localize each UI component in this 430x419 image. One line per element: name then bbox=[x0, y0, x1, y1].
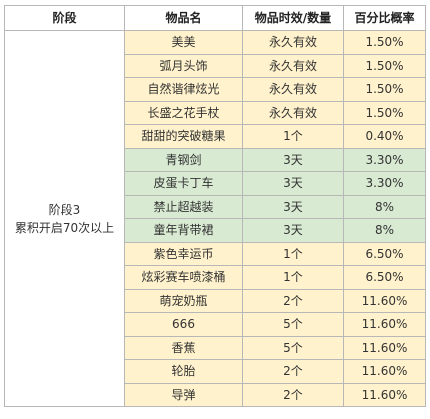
item-name-cell: 香蕉 bbox=[124, 335, 243, 360]
header-item-name: 物品名 bbox=[124, 5, 243, 31]
item-name-cell: 自然谐律炫光 bbox=[124, 77, 243, 102]
item-name-cell: 甜甜的突破糖果 bbox=[124, 124, 243, 149]
item-name-cell: 紫色幸运币 bbox=[124, 241, 243, 266]
item-name-cell: 666 bbox=[124, 312, 243, 337]
probability-cell: 6.50% bbox=[343, 265, 426, 290]
duration-cell: 2个 bbox=[242, 288, 344, 313]
probability-cell: 1.50% bbox=[343, 30, 426, 55]
probability-cell: 11.60% bbox=[343, 312, 426, 337]
table-row: 青钢剑 3天 3.30% bbox=[5, 147, 426, 172]
table-row: 皮蛋卡丁车 3天 3.30% bbox=[5, 171, 426, 196]
table-row: 炫彩赛车喷漆桶 1个 6.50% bbox=[5, 265, 426, 290]
header-probability: 百分比概率 bbox=[343, 5, 426, 31]
duration-cell: 3天 bbox=[242, 218, 344, 243]
header-stage: 阶段 bbox=[4, 5, 125, 31]
probability-cell: 1.50% bbox=[343, 53, 426, 78]
table-row: 轮胎 2个 11.60% bbox=[5, 359, 426, 384]
duration-cell: 3天 bbox=[242, 171, 344, 196]
item-name-cell: 美美 bbox=[124, 30, 243, 55]
duration-cell: 永久有效 bbox=[242, 53, 344, 78]
table-row: 童年背带裙 3天 8% bbox=[5, 218, 426, 243]
probability-cell: 1.50% bbox=[343, 100, 426, 125]
item-name-cell: 弧月头饰 bbox=[124, 53, 243, 78]
duration-cell: 3天 bbox=[242, 194, 344, 219]
duration-cell: 永久有效 bbox=[242, 100, 344, 125]
table-row: 长盛之花手杖 永久有效 1.50% bbox=[5, 100, 426, 125]
duration-cell: 永久有效 bbox=[242, 77, 344, 102]
duration-cell: 3天 bbox=[242, 147, 344, 172]
probability-cell: 3.30% bbox=[343, 147, 426, 172]
item-name-cell: 禁止超越装 bbox=[124, 194, 243, 219]
stage-condition: 累积开启70次以上 bbox=[14, 220, 115, 235]
item-name-cell: 轮胎 bbox=[124, 359, 243, 384]
item-name-cell: 童年背带裙 bbox=[124, 218, 243, 243]
table-row: 萌宠奶瓶 2个 11.60% bbox=[5, 288, 426, 313]
table-row: 禁止超越装 3天 8% bbox=[5, 194, 426, 219]
probability-cell: 11.60% bbox=[343, 382, 426, 407]
header-row: 阶段 物品名 物品时效/数量 百分比概率 bbox=[4, 5, 426, 31]
probability-cell: 3.30% bbox=[343, 171, 426, 196]
table-row: 阶段3 累积开启70次以上 美美 永久有效 1.50% bbox=[4, 30, 426, 407]
duration-cell: 1个 bbox=[242, 265, 344, 290]
table-row: 弧月头饰 永久有效 1.50% bbox=[5, 53, 426, 78]
duration-cell: 1个 bbox=[242, 124, 344, 149]
duration-cell: 2个 bbox=[242, 359, 344, 384]
probability-cell: 0.40% bbox=[343, 124, 426, 149]
probability-cell: 8% bbox=[343, 194, 426, 219]
probability-cell: 11.60% bbox=[343, 335, 426, 360]
header-duration-quantity: 物品时效/数量 bbox=[242, 5, 344, 31]
probability-cell: 11.60% bbox=[343, 288, 426, 313]
probability-cell: 11.60% bbox=[343, 359, 426, 384]
item-name-cell: 萌宠奶瓶 bbox=[124, 288, 243, 313]
duration-cell: 1个 bbox=[242, 241, 344, 266]
item-name-cell: 长盛之花手杖 bbox=[124, 100, 243, 125]
probability-table-container: 阶段 物品名 物品时效/数量 百分比概率 阶段3 累积开启70次以上 美美 永久有效 1… bbox=[4, 5, 426, 407]
stage-cell: 阶段3 累积开启70次以上 bbox=[4, 30, 125, 407]
item-name-cell: 青钢剑 bbox=[124, 147, 243, 172]
duration-cell: 5个 bbox=[242, 312, 344, 337]
item-name-cell: 导弹 bbox=[124, 382, 243, 407]
duration-cell: 5个 bbox=[242, 335, 344, 360]
table-row: 紫色幸运币 1个 6.50% bbox=[5, 241, 426, 266]
probability-cell: 1.50% bbox=[343, 77, 426, 102]
probability-cell: 6.50% bbox=[343, 241, 426, 266]
probability-table: 阶段 物品名 物品时效/数量 百分比概率 阶段3 累积开启70次以上 美美 永久有效 1… bbox=[4, 5, 426, 407]
table-row: 导弹 2个 11.60% bbox=[5, 382, 426, 407]
duration-cell: 2个 bbox=[242, 382, 344, 407]
table-row: 香蕉 5个 11.60% bbox=[5, 335, 426, 360]
probability-cell: 8% bbox=[343, 218, 426, 243]
table-row: 甜甜的突破糖果 1个 0.40% bbox=[5, 124, 426, 149]
table-row: 自然谐律炫光 永久有效 1.50% bbox=[5, 77, 426, 102]
item-name-cell: 炫彩赛车喷漆桶 bbox=[124, 265, 243, 290]
item-name-cell: 皮蛋卡丁车 bbox=[124, 171, 243, 196]
duration-cell: 永久有效 bbox=[242, 30, 344, 55]
stage-title: 阶段3 bbox=[48, 202, 81, 217]
table-row: 666 5个 11.60% bbox=[5, 312, 426, 337]
